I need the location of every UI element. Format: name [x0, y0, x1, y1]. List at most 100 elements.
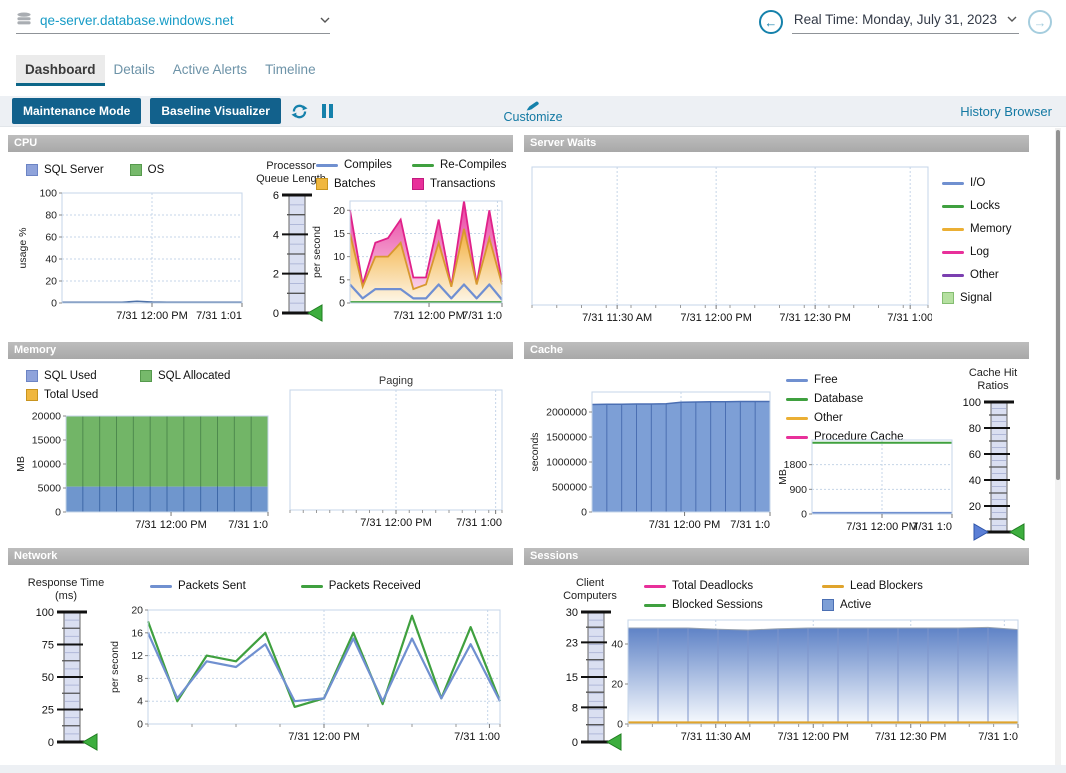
svg-text:15000: 15000 [32, 435, 61, 447]
svg-text:2: 2 [273, 269, 279, 281]
svg-text:15: 15 [566, 672, 578, 684]
maintenance-mode-button[interactable]: Maintenance Mode [12, 98, 142, 124]
svg-text:7/31 12:00 PM: 7/31 12:00 PM [680, 312, 752, 324]
baseline-visualizer-button[interactable]: Baseline Visualizer [150, 98, 281, 124]
svg-text:4: 4 [273, 229, 279, 241]
legend-label: Signal [960, 292, 992, 304]
server-selector[interactable]: qe-server.database.windows.net [16, 12, 330, 34]
legend-line-swatch [942, 181, 964, 185]
pen-icon [526, 101, 539, 111]
svg-text:7/31 11:30 AM: 7/31 11:30 AM [582, 312, 652, 324]
svg-text:40: 40 [969, 475, 981, 487]
panel-cpu: CPU SQL Server OS Processor Queue Length 0 2… [8, 135, 513, 342]
legend-label: Batches [334, 178, 376, 190]
svg-text:Processor: Processor [266, 160, 316, 172]
legend-item: SQL Server [26, 162, 104, 178]
legend-item: Re-Compiles [412, 157, 506, 173]
network-legend: Packets Sent Packets Received [150, 578, 421, 594]
legend-line-swatch [942, 227, 964, 231]
svg-text:7/31 1:0: 7/31 1:0 [912, 521, 952, 533]
network-packets-chart: 0 4 8 12 16 20 per second 7/31 12:00 PM 7/31 1:0… [106, 602, 510, 758]
svg-text:7/31 1:0: 7/31 1:0 [462, 310, 502, 322]
toolbar: Maintenance Mode Baseline Visualizer Cus… [0, 96, 1066, 127]
svg-text:5: 5 [339, 274, 345, 286]
tab-details[interactable]: Details [113, 62, 155, 77]
svg-text:0: 0 [581, 507, 587, 519]
legend-item: Free [786, 372, 904, 388]
history-browser-link[interactable]: History Browser [960, 103, 1052, 119]
svg-text:0: 0 [801, 509, 807, 521]
cpu-usage-chart: 0 20 40 60 80 100 usage % 7/31 12:00 PM 7/31 1:0… [14, 187, 248, 333]
legend-item: Compiles [316, 157, 404, 173]
svg-text:900: 900 [789, 484, 807, 496]
scrollbar-thumb[interactable] [1056, 130, 1060, 480]
vertical-scrollbar[interactable] [1055, 128, 1061, 773]
svg-text:12: 12 [131, 650, 143, 662]
svg-text:0: 0 [273, 308, 279, 320]
database-icon [17, 12, 31, 25]
legend-label: Database [814, 393, 864, 405]
cache-mb-chart: 0 900 1800 MB 7/31 12:00 PM 7/31 1:0 [774, 436, 958, 542]
svg-text:100: 100 [39, 188, 57, 200]
svg-text:20: 20 [611, 679, 623, 691]
svg-text:7/31 1:0: 7/31 1:0 [978, 731, 1018, 743]
legend-label: Compiles [344, 159, 392, 171]
legend-square-swatch [140, 370, 152, 382]
legend-label: Blocked Sessions [672, 599, 763, 611]
tab-timeline[interactable]: Timeline [265, 62, 316, 77]
refresh-icon[interactable] [290, 102, 309, 121]
sessions-legend-left: Total Deadlocks Blocked Sessions [644, 578, 763, 613]
svg-text:80: 80 [45, 210, 57, 222]
svg-text:7/31 12:00 PM: 7/31 12:00 PM [649, 519, 721, 531]
legend-item: SQL Allocated [140, 368, 230, 384]
legend-square-swatch [942, 292, 954, 304]
next-interval-button[interactable]: → [1028, 10, 1052, 34]
panel-header-cpu: CPU [8, 135, 513, 152]
legend-label: Lead Blockers [850, 580, 923, 592]
svg-text:15: 15 [333, 228, 345, 240]
svg-text:7/31 1:0: 7/31 1:0 [228, 519, 268, 531]
svg-text:60: 60 [969, 449, 981, 461]
time-range-selector[interactable]: Real Time: Monday, July 31, 2023 [791, 10, 1019, 34]
svg-text:16: 16 [131, 627, 143, 639]
panel-cache: Cache 0 500000 1000000 1500000 2000000 second… [524, 342, 1029, 548]
legend-square-swatch [26, 164, 38, 176]
svg-text:7/31 12:00 PM: 7/31 12:00 PM [116, 310, 188, 322]
legend-line-swatch [786, 416, 808, 420]
tab-active-alerts[interactable]: Active Alerts [172, 62, 248, 77]
legend-label: Transactions [430, 178, 496, 190]
tab-bar: Dashboard Details Active Alerts Timeline [16, 55, 325, 86]
customize-button[interactable]: Customize [503, 96, 563, 127]
svg-text:0: 0 [339, 298, 345, 310]
legend-item: I/O [942, 175, 1012, 191]
legend-item: Blocked Sessions [644, 597, 763, 613]
tab-dashboard[interactable]: Dashboard [16, 55, 105, 86]
legend-label: I/O [970, 177, 986, 189]
legend-item: Signal [942, 290, 1012, 306]
previous-interval-button[interactable]: ← [758, 10, 783, 34]
legend-label: Packets Received [328, 580, 421, 592]
panel-network: Network Response Time (ms) 0 25 50 75 100 Pack… [8, 548, 513, 765]
legend-item: Batches [316, 176, 404, 192]
svg-text:0: 0 [51, 298, 57, 310]
panel-header-cache: Cache [524, 342, 1029, 359]
svg-text:4: 4 [137, 696, 143, 708]
server-waits-legend: I/O Locks Memory Log Other Signal [942, 175, 1012, 306]
cache-legend: Free Database Other Procedure Cache [786, 372, 904, 445]
svg-text:7/31 11:30 AM: 7/31 11:30 AM [681, 731, 751, 743]
legend-label: SQL Allocated [158, 370, 231, 382]
legend-line-swatch [786, 378, 808, 382]
legend-line-swatch [822, 584, 844, 588]
top-bar: qe-server.database.windows.net ← Real Ti… [0, 0, 1066, 48]
pause-icon[interactable] [321, 104, 333, 118]
legend-line-swatch [644, 584, 666, 588]
legend-square-swatch [412, 178, 424, 190]
legend-square-swatch [26, 389, 38, 401]
svg-text:7/31 1:00: 7/31 1:00 [456, 517, 502, 529]
legend-item: Lead Blockers [822, 578, 923, 594]
svg-text:0: 0 [572, 737, 578, 749]
cpu-legend: SQL Server OS [26, 162, 164, 178]
svg-text:5000: 5000 [38, 483, 62, 495]
memory-usage-chart: 0 5000 10000 15000 20000 MB 7/31 12:00 PM 7/31 … [12, 411, 276, 542]
